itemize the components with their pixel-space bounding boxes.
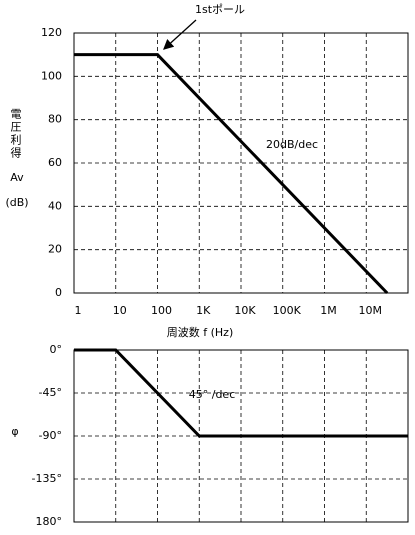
x-tick-label: 1M [320, 304, 337, 317]
y-tick-label: 20 [48, 243, 62, 256]
x-tick-label: 10M [359, 304, 383, 317]
annotation: 1stポール [195, 3, 245, 16]
y-axis-label: φ [11, 425, 18, 438]
annotation: 45° /dec [189, 388, 236, 401]
x-tick-label: 10 [113, 304, 127, 317]
data-line [74, 348, 408, 438]
y-tick-label: 100 [41, 69, 62, 82]
y-tick-label: 60 [48, 156, 62, 169]
x-tick-label: 100 [151, 304, 172, 317]
y-axis-label: (dB) [5, 196, 28, 209]
x-tick-label: 100K [273, 304, 302, 317]
annotation: 20dB/dec [266, 138, 318, 151]
y-tick-label: 180° [36, 515, 63, 528]
y-tick-label: 80 [48, 113, 62, 126]
y-tick-label: 0 [55, 286, 62, 299]
y-axis-label: Av [10, 171, 24, 184]
y-tick-label: 40 [48, 199, 62, 212]
annotation-arrow [163, 19, 197, 50]
y-tick-label: -135° [32, 472, 62, 485]
data-line [74, 53, 389, 295]
y-tick-label: -90° [39, 429, 62, 442]
y-tick-label: 120 [41, 26, 62, 39]
y-axis-label: 電圧利得 [9, 108, 22, 160]
y-tick-label: -45° [39, 386, 62, 399]
x-tick-label: 1 [75, 304, 82, 317]
x-tick-label: 1K [196, 304, 211, 317]
x-axis-label: 周波数 f (Hz) [167, 326, 234, 339]
y-tick-label: 0° [50, 343, 63, 356]
x-tick-label: 10K [234, 304, 256, 317]
